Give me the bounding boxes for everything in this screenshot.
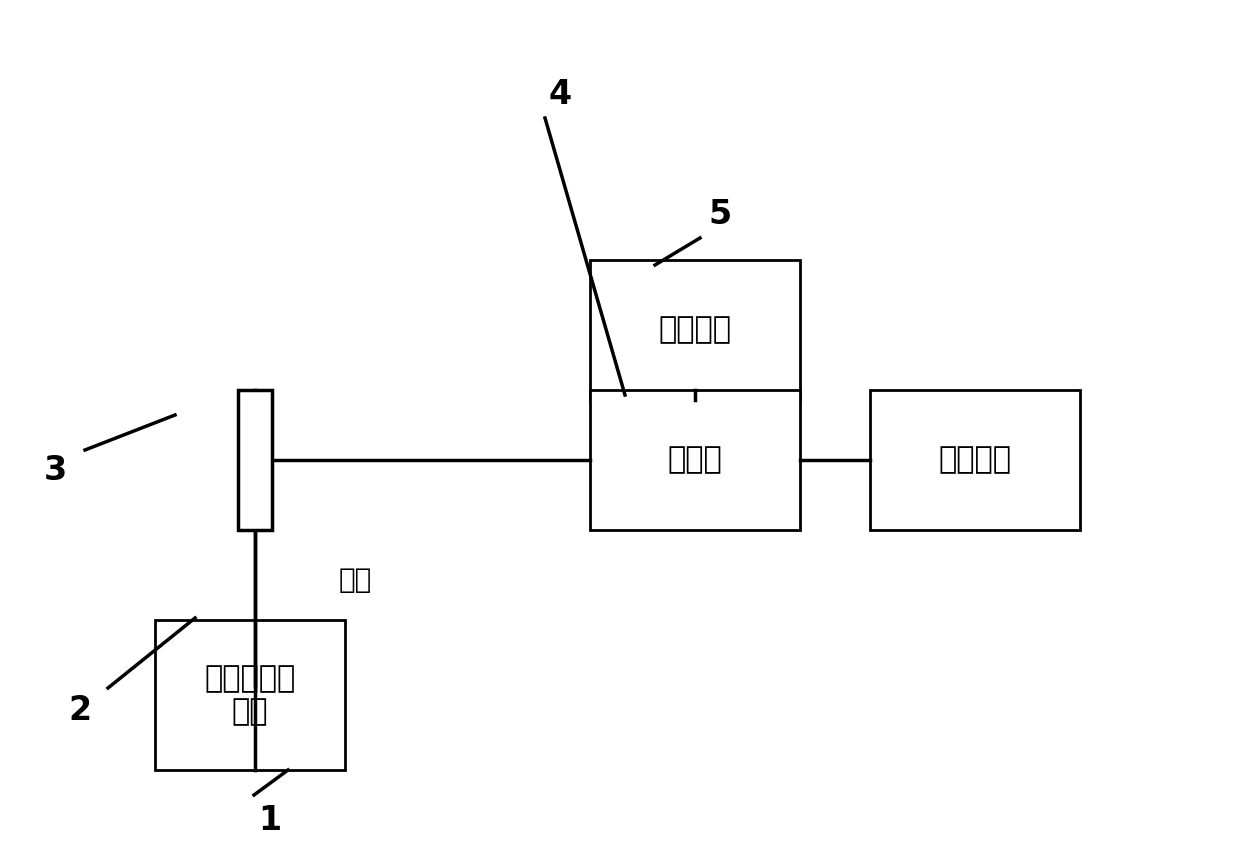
Text: 4: 4	[548, 79, 572, 111]
Bar	[155, 620, 345, 770]
Text: 2: 2	[68, 694, 92, 727]
Bar	[238, 390, 272, 530]
Text: 数控器: 数控器	[667, 446, 723, 474]
Text: 人机接口: 人机接口	[939, 446, 1012, 474]
Text: 光纤: 光纤	[339, 566, 372, 594]
Bar	[590, 390, 800, 530]
Text: 1: 1	[258, 804, 281, 836]
Text: 电池组件: 电池组件	[658, 315, 732, 345]
Text: 5: 5	[708, 199, 732, 232]
Bar	[590, 260, 800, 400]
Text: 光纤时域分
析仪: 光纤时域分 析仪	[205, 664, 295, 727]
Text: 3: 3	[43, 454, 67, 486]
Bar	[870, 390, 1080, 530]
